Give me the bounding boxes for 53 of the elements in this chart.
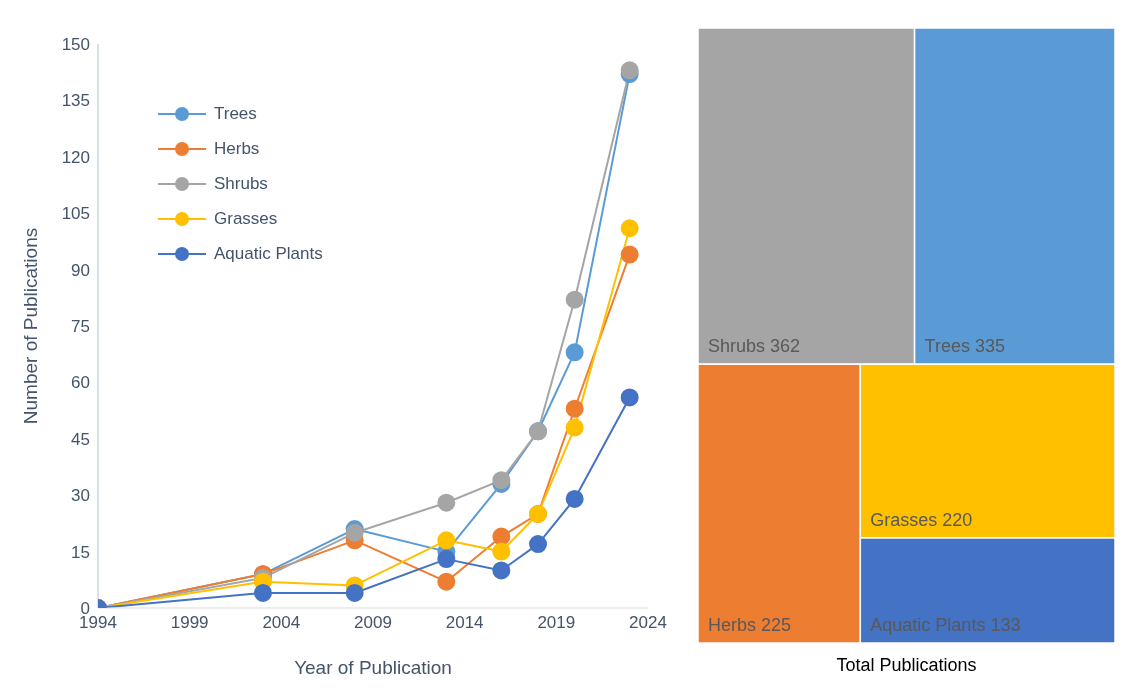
point [437,550,456,569]
x-tick-label: 1999 [170,613,209,633]
point [620,61,639,80]
point [492,561,511,580]
legend-label: Herbs [214,138,260,159]
data-label: 335 [974,336,1005,357]
y-tick-label: 150 [61,35,90,55]
point [345,583,364,602]
text: Total Publications [835,655,978,676]
data-label: 220 [942,509,973,530]
legend-label: Grasses [214,208,278,229]
y-tick-label: 75 [71,317,90,337]
y-tick-label: 15 [71,542,90,562]
x-axis-title: Year of Publication [294,657,452,678]
point [620,245,639,264]
data-label: 133 [990,615,1021,635]
y-tick-label: 135 [61,91,90,111]
data-label: 225 [761,615,792,635]
legend-label: Trees [214,103,257,124]
legend-label: Shrubs [214,173,268,194]
point [620,388,639,407]
category-label: Trees [924,336,970,357]
point [437,493,456,512]
x-tick-label: 2009 [354,613,392,633]
point [565,343,584,362]
point [529,535,547,554]
y-tick-label: 45 [71,429,90,449]
category-label: Grasses [870,509,938,530]
y-tick-label: 90 [71,260,90,280]
point [437,572,456,591]
x-tick-label: 2024 [629,613,667,633]
legend-label: Aquatic Plants [214,243,323,264]
point [620,219,639,238]
y-tick-label: 105 [61,204,90,224]
data-label: 362 [770,336,801,357]
point [565,290,584,309]
point [437,531,456,550]
point [565,399,584,418]
category-label: Aquatic Plants [870,615,986,635]
x-tick-label: 2019 [537,613,576,633]
point [492,527,511,546]
y-tick-label: 30 [71,486,90,506]
category-label: Shrubs [708,336,766,357]
y-axis-title: Number of Publications [19,227,41,425]
y-tick-label: 60 [71,373,90,393]
category-label: Herbs [708,615,757,635]
x-tick-label: 2014 [445,613,484,633]
x-tick-label: 2004 [262,613,301,633]
y-tick-label: 120 [61,147,90,167]
point [492,542,511,561]
point [254,583,272,602]
point [565,418,584,437]
point [565,489,584,508]
